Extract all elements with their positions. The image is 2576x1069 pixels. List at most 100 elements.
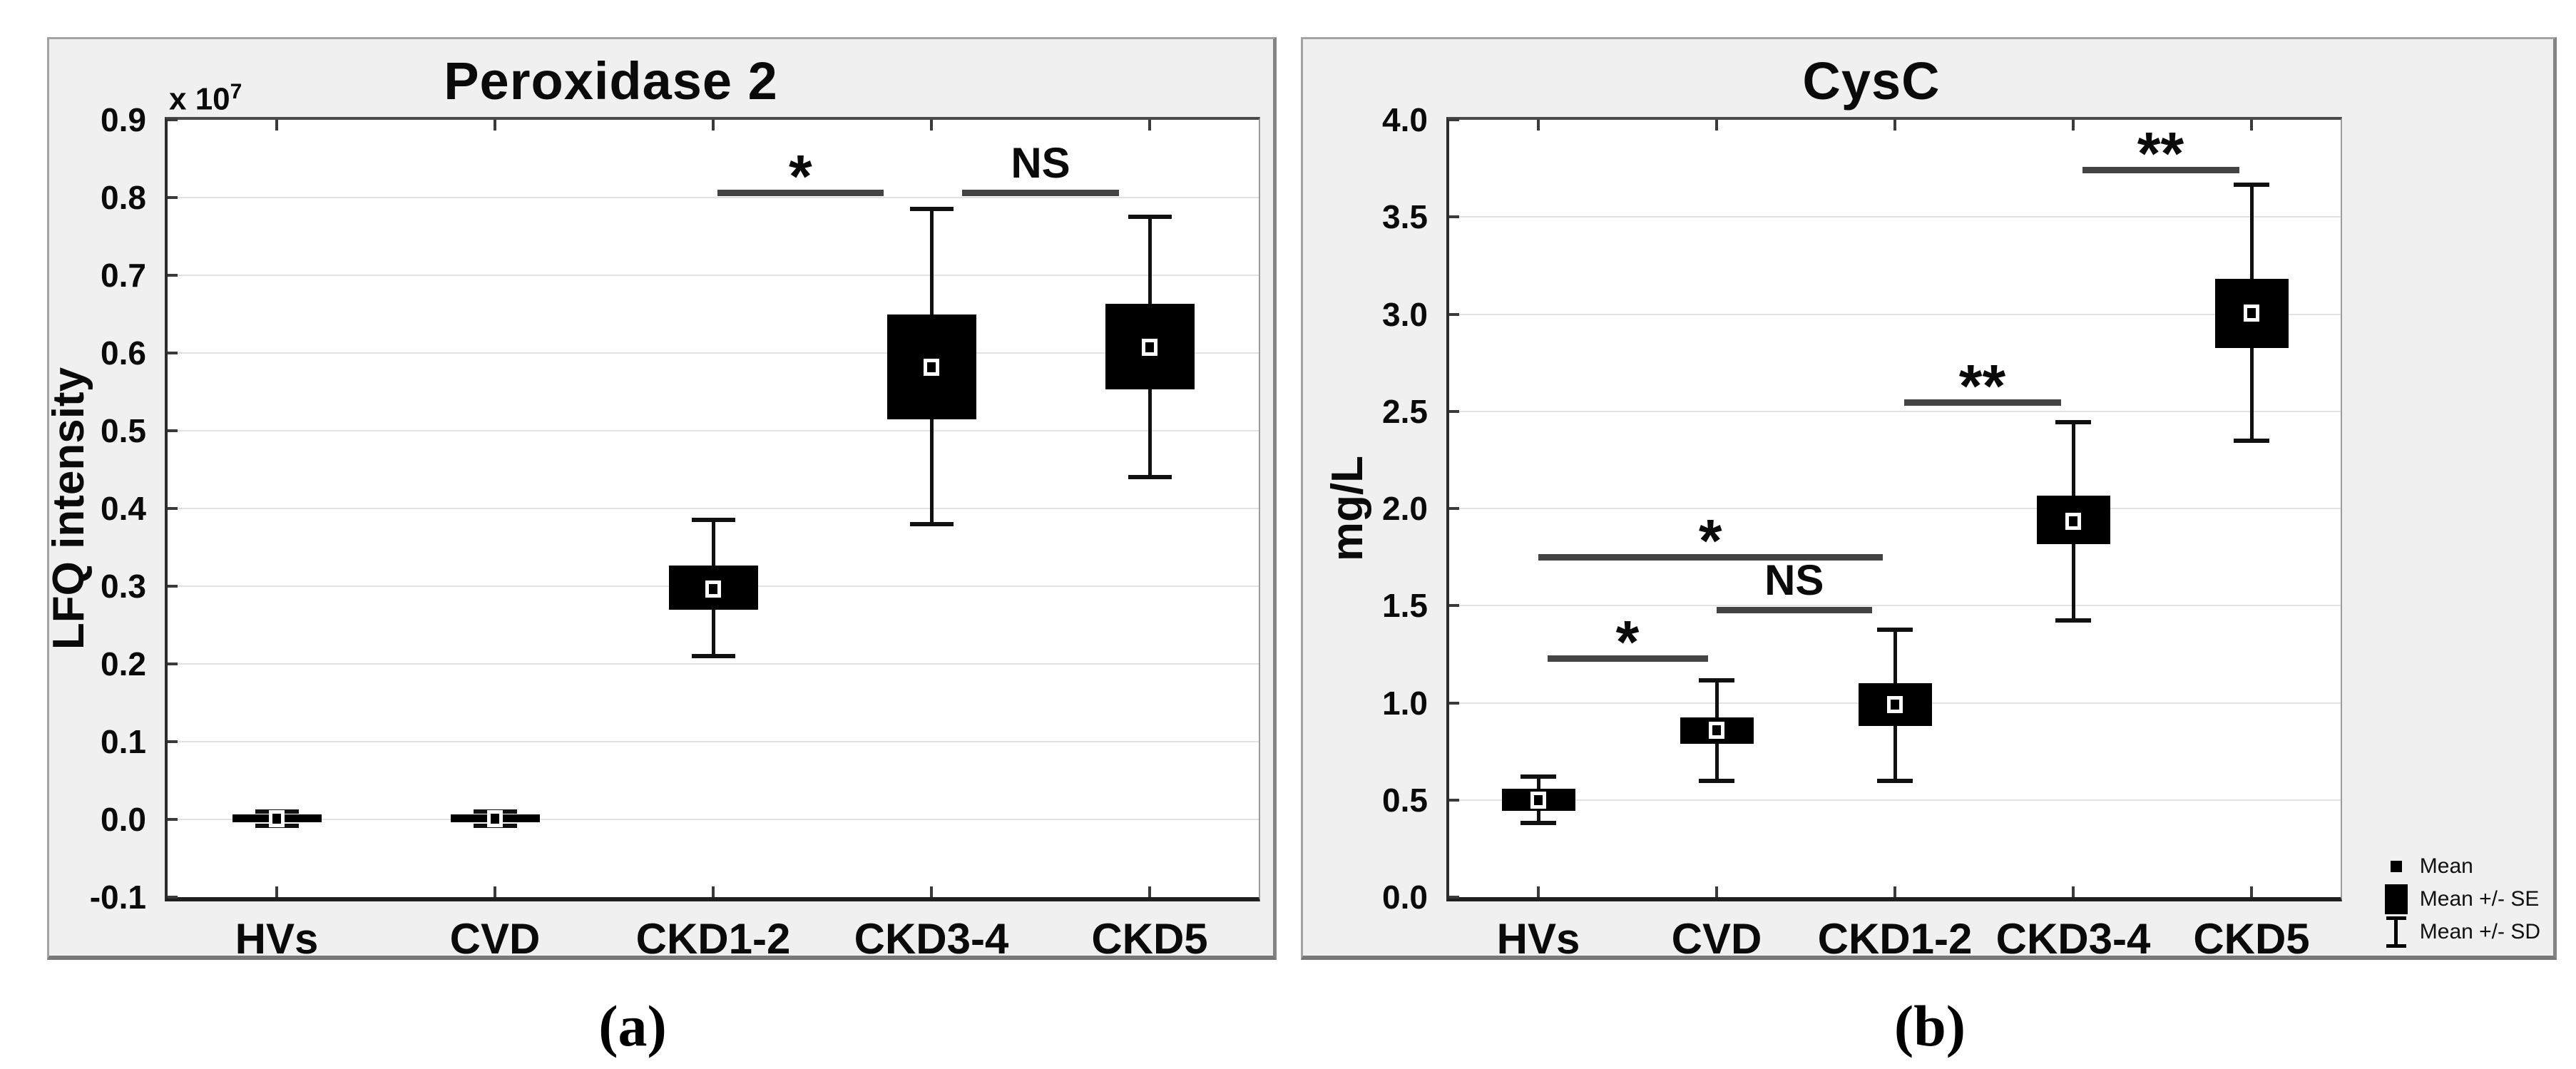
y-axis-tick [168,196,178,199]
panel-b: CysC mg/L 4.0 3.5 3.0 2.5 2.0 1.5 1.0 0.5 0.0 HVs… [1301,37,2557,963]
mean-marker [1887,696,1903,714]
mean-marker [2065,512,2081,530]
sd-whisker-cap-top [2055,419,2091,424]
category-label: CVD [449,915,541,963]
y-axis-tick [1449,798,1459,802]
sd-whisker-cap-bottom [909,521,954,526]
category-label: CKD3-4 [854,915,1009,963]
y-tick-label: 0.4 [101,490,146,527]
y-axis-tick [168,663,178,665]
legend-icon-cell [2380,884,2413,914]
y-tick-label: 0.0 [1382,879,1428,916]
significance-line [1547,655,1708,663]
significance-label: NS [1011,139,1070,188]
y-axis-tick [168,585,178,588]
mean-sd-whisker-icon [2386,916,2406,948]
gridline [1449,799,2341,801]
y-axis-tick [168,274,178,277]
category-tick-bottom [1537,886,1540,897]
sd-whisker-cap-top [909,207,954,212]
category-label: HVs [1496,915,1580,963]
multiplier-exponent: 7 [230,80,242,103]
mean-se-box-icon [2384,884,2408,914]
significance-label: * [1615,608,1640,676]
legend-label: Mean +/- SE [2419,887,2540,911]
y-tick-label: 0.3 [101,568,146,605]
y-tick-label: 0.8 [101,179,146,216]
y-axis-tick [1449,409,1459,413]
plot-area-a: 0.9 0.8 0.7 0.6 0.5 0.4 0.3 0.2 0.1 0.0 -0.1 HVs CVD… [90,101,1260,963]
significance-line [717,190,884,197]
y-axis-tick [1449,701,1459,705]
y-tick-label: 1.0 [1382,684,1428,722]
category-tick-top [1537,120,1540,131]
gridline [168,275,1259,276]
gridline [168,430,1259,431]
sd-whisker-cap-top [1128,215,1172,220]
gridline [1449,410,2341,412]
plot-area-b: 4.0 3.5 3.0 2.5 2.0 1.5 1.0 0.5 0.0 HVs CVD CKD1-2 C… [1382,101,2342,963]
gridline [168,741,1259,742]
category-tick-top [2072,120,2075,131]
legend-icon-cell [2380,916,2413,948]
mean-marker [705,580,721,598]
significance-line [1903,399,2061,406]
category-tick-bottom [1148,886,1151,897]
y-axis-multiplier: x 107 [169,80,242,118]
significance-label: ** [2137,120,2184,188]
gridline [1449,508,2341,509]
mean-marker [1530,791,1546,809]
y-axis-tick [1449,118,1459,121]
sd-whisker-cap-top [1877,628,1913,633]
y-axis-tick [168,818,178,821]
category-label: HVs [235,915,319,963]
mean-marker [1709,722,1724,740]
panel-a-title: Peroxidase 2 [444,51,778,111]
y-axis-tick [168,118,178,121]
legend-label: Mean +/- SD [2419,920,2540,943]
category-tick-top [2250,120,2253,131]
sd-whisker-cap-bottom [1520,821,1556,826]
mean-marker [269,809,285,827]
y-tick-label: 4.0 [1382,101,1428,138]
category-tick-bottom [1893,886,1896,897]
significance-label: * [1698,506,1722,574]
category-tick-bottom [712,886,715,897]
category-tick-top [1715,120,1718,131]
y-axis-tick [1449,312,1459,316]
y-axis-tick [1449,215,1459,219]
y-tick-label: 2.5 [1382,392,1428,430]
gridline [168,197,1259,198]
category-label: CKD1-2 [1817,915,1973,963]
y-tick-label: 3.5 [1382,198,1428,236]
legend: Mean Mean +/- SE Mean +/- SD [2380,850,2540,948]
sd-whisker-cap-top [1520,774,1556,779]
legend-item-mean-se: Mean +/- SE [2380,883,2540,916]
gridline [168,819,1259,820]
category-tick-bottom [494,886,496,897]
y-tick-label: 0.0 [101,801,146,838]
y-tick-label: 2.0 [1382,490,1428,527]
panel-a: Peroxidase 2 x 107 LFQ intensity 0.9 0.8 0… [44,37,1277,963]
panel-b-title: CysC [1802,51,1941,111]
multiplier-base: x 10 [169,81,230,117]
gridline [1449,605,2341,607]
gridline [168,352,1259,354]
y-axis-tick [1449,604,1459,608]
y-tick-label: 0.6 [101,334,146,372]
significance-line [2082,167,2239,174]
sd-whisker-cap-bottom [2234,438,2269,443]
legend-label: Mean [2419,854,2473,878]
y-tick-label: 3.0 [1382,295,1428,333]
mean-marker [924,358,939,376]
y-tick-label: 0.1 [101,723,146,760]
panel-a-caption: (a) [598,993,667,1058]
category-label: CVD [1671,915,1762,963]
gridline [1449,313,2341,315]
category-label: CKD1-2 [635,915,791,963]
category-label: CKD5 [1091,915,1208,963]
y-axis-tick [168,740,178,743]
category-tick-bottom [1715,886,1718,897]
y-tick-label: 0.7 [101,257,146,294]
sd-whisker-cap-bottom [2055,618,2091,623]
